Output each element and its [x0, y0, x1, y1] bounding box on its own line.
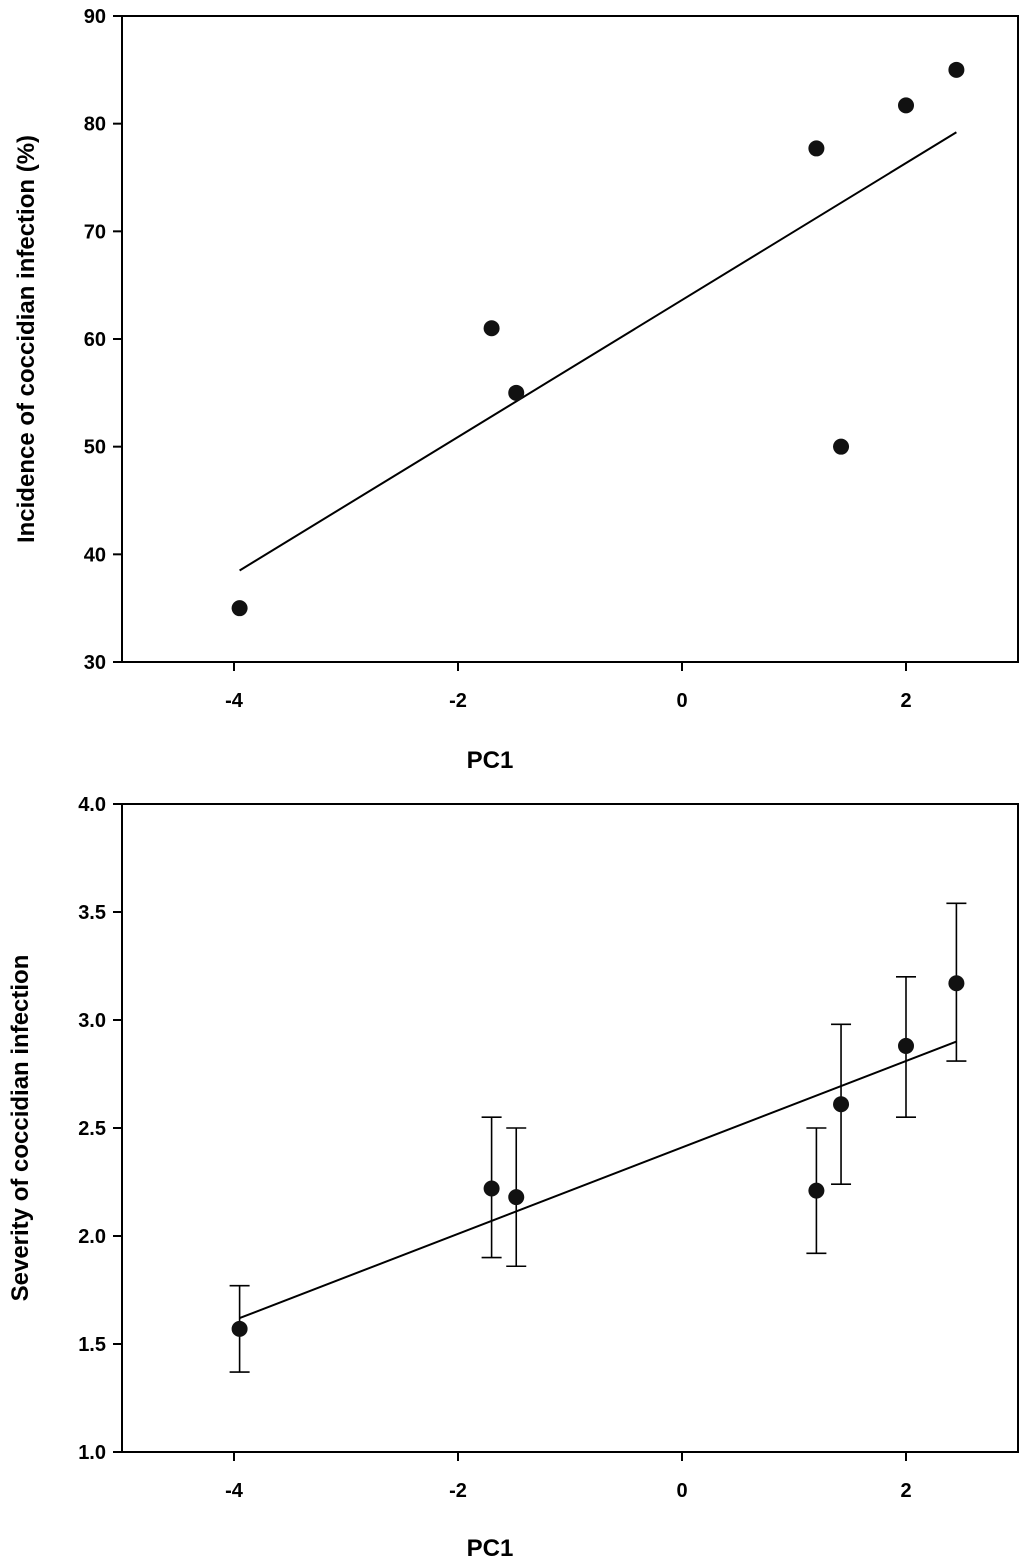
- severity-data-point: [483, 1180, 500, 1197]
- severity-data-point: [898, 1037, 914, 1054]
- severity-data-point: [833, 1096, 850, 1113]
- incidence-y-tick-label: 30: [84, 652, 106, 674]
- severity-x-tick-label: -2: [449, 1480, 467, 1502]
- incidence-y-tick-label: 70: [84, 221, 106, 243]
- incidence-x-axis-label: PC1: [467, 747, 514, 774]
- incidence-data-point: [483, 320, 500, 337]
- severity-data-point: [231, 1320, 248, 1337]
- incidence-y-tick-label: 40: [84, 544, 106, 566]
- severity-data-point: [808, 1182, 825, 1199]
- incidence-data-point: [808, 140, 825, 157]
- incidence-data-point: [833, 438, 850, 455]
- severity-y-tick-label: 2.0: [78, 1226, 106, 1248]
- severity-data-point: [948, 975, 965, 992]
- severity-x-tick-label: -4: [225, 1480, 244, 1502]
- severity-y-axis-label: Severity of coccidian infection: [7, 955, 34, 1302]
- severity-y-tick-label: 3.0: [78, 1010, 106, 1032]
- incidence-x-tick-label: -2: [449, 690, 467, 712]
- severity-y-tick-label: 2.5: [78, 1118, 106, 1140]
- incidence-data-point: [231, 600, 248, 617]
- incidence-x-tick-label: 0: [676, 690, 687, 712]
- incidence-regression-line: [239, 131, 957, 572]
- severity-x-tick-label: 2: [900, 1480, 911, 1502]
- severity-x-axis-label: PC1: [467, 1535, 514, 1562]
- incidence-x-tick-label: -4: [225, 690, 244, 712]
- incidence-data-point: [898, 97, 914, 114]
- incidence-y-tick-label: 90: [84, 6, 106, 28]
- incidence-y-tick-label: 50: [84, 437, 106, 459]
- incidence-data-point: [948, 61, 965, 78]
- severity-y-tick-label: 3.5: [78, 902, 106, 924]
- incidence-y-axis-label: Incidence of coccidian infection (%): [13, 135, 40, 543]
- severity-chart: -4 -2 0 2 1.0 1.5 2.0 2.5 3.0 3.5 4.0 PC1 Severity o…: [7, 794, 1019, 1562]
- severity-regression-line: [239, 1040, 957, 1320]
- severity-y-tick-label: 1.0: [78, 1442, 106, 1464]
- incidence-y-tick-label: 60: [84, 329, 106, 351]
- severity-y-tick-label: 4.0: [78, 794, 106, 816]
- severity-data-point: [508, 1189, 525, 1206]
- incidence-x-tick-label: 2: [900, 690, 911, 712]
- incidence-plot-frame: [121, 15, 1019, 663]
- severity-plot-frame: [121, 803, 1019, 1453]
- severity-x-tick-label: 0: [676, 1480, 687, 1502]
- incidence-y-tick-label: 80: [84, 114, 106, 136]
- incidence-data-point: [508, 384, 525, 401]
- incidence-chart: -4 -2 0 2 30 40 50 60 70 80 90 PC1 Incidence of cocc…: [13, 6, 1019, 774]
- severity-y-tick-label: 1.5: [78, 1334, 106, 1356]
